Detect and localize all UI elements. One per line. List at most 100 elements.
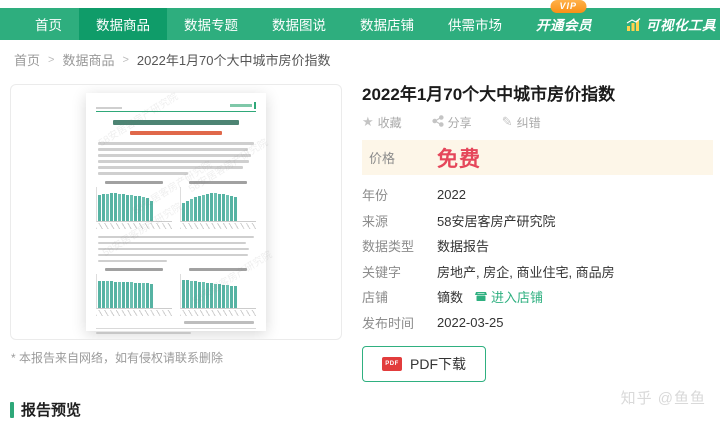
mini-chart-bar [114,192,117,221]
breadcrumb-item[interactable]: 数据商品 [62,53,115,68]
product-info-panel: 2022年1月70个大中城市房价指数 ★ 收藏 分享 ✎ 纠错 价格 免费 年份… [362,84,713,382]
mini-chart-bar [234,196,237,221]
report-paragraph-skeleton [98,235,254,262]
mini-chart-bar [182,280,185,308]
text-line-skeleton [98,154,251,157]
mini-chart-bar [222,193,225,221]
text-line-skeleton [98,259,167,262]
top-nav: 首页 数据商品 数据专题 数据图说 数据店铺 供需市场 开通会员 VIP 可视化工具 [0,0,720,40]
mini-chart-bar [222,285,225,308]
mini-chart-bar [194,281,197,308]
mini-chart-bar [186,280,189,308]
nav-item-visualization-tools[interactable]: 可视化工具 [609,8,720,40]
text-line-skeleton [98,142,254,145]
preview-mini-bar-chart [96,180,172,229]
text-line-skeleton [98,148,248,151]
vip-badge: VIP [550,0,587,13]
mini-chart-bar [150,284,153,308]
mini-chart-bar [206,193,209,221]
mini-chart-x-labels-skeleton [96,222,172,229]
breadcrumb-current: 2022年1月70个大中城市房价指数 [136,53,331,68]
detail-label: 来源 [362,213,389,229]
mini-chart-bar [134,283,137,308]
nav-item-label: 首页 [35,18,62,33]
report-title-skeleton [113,120,239,125]
detail-row: 数据类型 数据报告 [362,233,713,259]
mini-chart-bar [102,281,105,308]
nav-item-label: 数据专题 [184,18,238,33]
detail-label: 发布时间 [362,315,415,331]
preview-mini-bar-chart [180,268,256,316]
favorite-button[interactable]: ★ 收藏 [362,115,402,130]
product-title: 2022年1月70个大中城市房价指数 [362,85,616,104]
text-line-skeleton [98,160,250,163]
mini-chart-bar [226,285,229,308]
mini-chart-x-labels-skeleton [180,222,256,229]
breadcrumb-separator: > [48,53,55,66]
mini-chart-plot [180,274,256,309]
detail-label: 关键字 [362,264,402,280]
nav-item-supply-demand-market[interactable]: 供需市场 [431,8,519,40]
nav-item-label: 供需市场 [448,18,502,33]
mini-chart-bar [122,282,125,308]
mini-chart-title-skeleton [105,180,163,184]
mini-chart-bar [118,282,121,308]
mini-chart-bar [210,283,213,308]
nav-item-home[interactable]: 首页 [18,8,79,40]
price-row: 价格 免费 [362,140,713,175]
nav-item-open-membership[interactable]: 开通会员 VIP [519,0,609,40]
enter-shop-link[interactable]: 进入店铺 [475,287,543,306]
mini-chart-bar [182,202,185,221]
mini-chart-bar [186,200,189,221]
detail-value: 房地产, 房企, 商业住宅, 商品房 [437,264,615,280]
detail-label: 年份 [362,188,389,204]
breadcrumb-item[interactable]: 首页 [14,53,41,68]
error-report-button[interactable]: ✎ 纠错 [501,115,541,130]
mini-chart-bar [214,284,217,308]
nav-item-data-graphics[interactable]: 数据图说 [255,8,343,40]
mini-chart-x-labels-skeleton [180,310,256,316]
report-page-thumbnail: 58安居客房产研究院 58安居客房产研究院 58安居客房产研究院 58安居客房产研究院… [86,91,274,334]
mini-chart-bar [126,282,129,308]
mini-chart-bar [190,281,193,308]
price-value: 免费 [437,147,481,171]
share-icon [432,115,444,130]
mini-chart-bar [214,192,217,221]
report-preview-box[interactable]: 58安居客房产研究院 58安居客房产研究院 58安居客房产研究院 58安居客房产研究院… [10,84,342,340]
text-line-skeleton [98,166,244,169]
site-watermark: 知乎 @鱼鱼 [620,390,706,407]
pdf-download-button[interactable]: PDF PDF下载 [362,346,486,382]
detail-row: 来源 58安居客房产研究院 [362,208,713,234]
mini-chart-bar [150,200,153,221]
share-button[interactable]: 分享 [432,114,472,131]
nav-item-data-shops[interactable]: 数据店铺 [343,8,431,40]
nav-item-data-products[interactable]: 数据商品 [79,8,167,40]
text-line-skeleton [98,172,189,175]
detail-row: 关键字 房地产, 房企, 商业住宅, 商品房 [362,259,713,285]
mini-chart-plot [96,274,172,309]
nav-item-data-topics[interactable]: 数据专题 [167,8,255,40]
mini-chart-bar [114,282,117,308]
text-line-skeleton [98,253,248,256]
breadcrumb-separator: > [122,53,129,66]
mini-chart-bar [118,193,121,221]
nav-item-label: 可视化工具 [646,18,716,33]
section-accent-bar [10,401,14,418]
mini-chart-bar [218,193,221,221]
detail-row: 店铺 镝数 进入店铺 [362,284,713,310]
mini-chart-title-skeleton [189,268,247,271]
mini-chart-bar [142,196,145,221]
report-source-skeleton [184,321,254,324]
report-subtitle-skeleton [130,131,222,135]
bar-chart-icon [626,17,641,31]
mini-chart-bar [202,282,205,308]
detail-label: 店铺 [362,290,389,306]
mini-chart-bar [98,281,101,308]
mini-chart-bar [146,283,149,308]
detail-value: 2022-03-25 [437,314,504,330]
mini-chart-bar [138,283,141,308]
mini-chart-bar [106,193,109,221]
price-label: 价格 [369,151,396,166]
mini-chart-bar [142,283,145,308]
mini-chart-plot [180,186,256,222]
